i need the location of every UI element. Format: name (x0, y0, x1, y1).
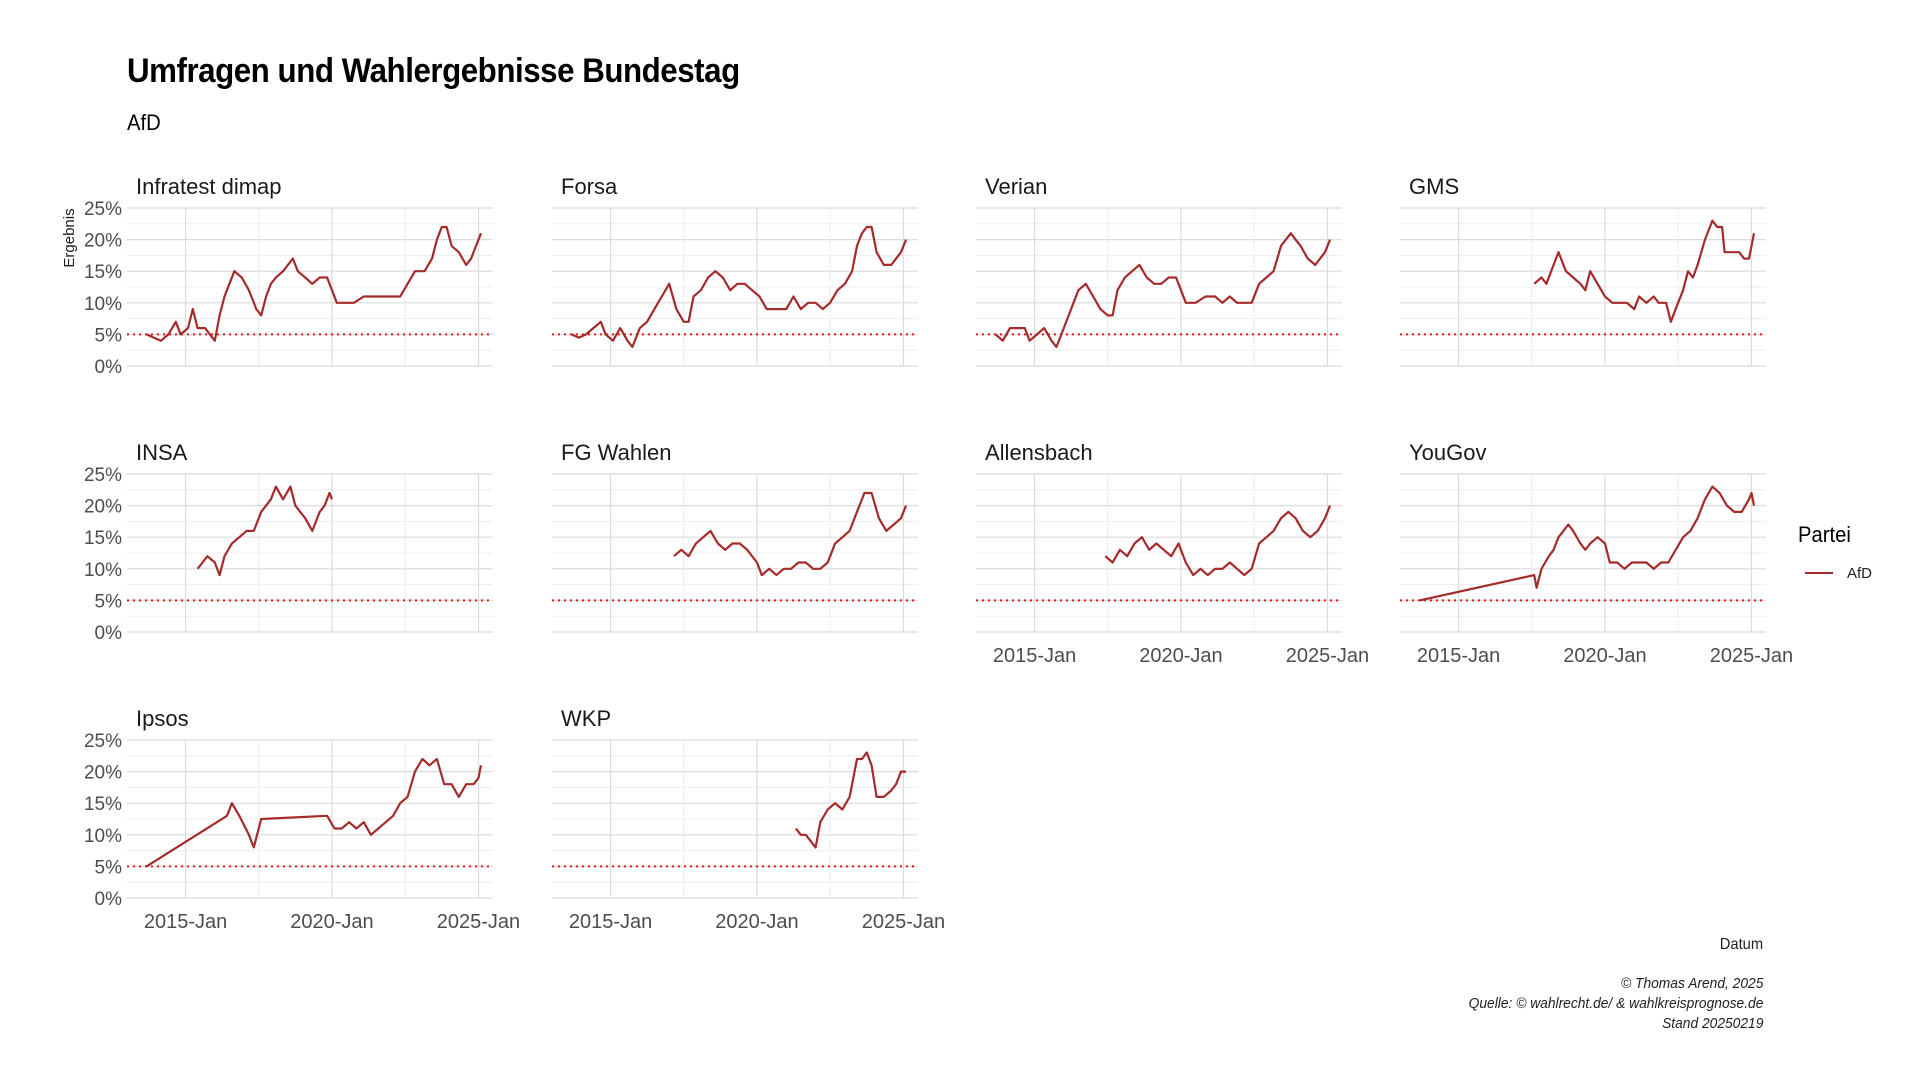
legend-item-afd: AfD (1805, 563, 1872, 583)
y-tick-label: 20% (84, 763, 122, 784)
series-line-insa (196, 485, 334, 577)
y-tick-label: 0% (95, 623, 123, 644)
x-tick-label: 2020-Jan (1563, 645, 1646, 667)
y-tick-label: 5% (95, 857, 123, 878)
y-tick-label: 15% (84, 262, 122, 283)
facet-label: Infratest dimap (136, 174, 282, 199)
facet-label: Ipsos (136, 706, 189, 731)
y-tick-label: 10% (84, 826, 122, 847)
facet-label: FG Wahlen (561, 440, 671, 465)
facet-label: INSA (136, 440, 188, 465)
panel-allensbach: 2015-Jan 2020-Jan 2025-Jan Allensbach (976, 440, 1369, 667)
series-line-wkp (795, 751, 906, 849)
panel-yougov: 2015-Jan 2020-Jan 2025-Jan YouGov (1400, 440, 1793, 667)
x-tick-label: 2015-Jan (993, 645, 1076, 667)
panel-gms: GMS (1400, 174, 1766, 367)
x-tick-label: 2015-Jan (144, 911, 227, 933)
x-tick-label: 2025-Jan (437, 911, 520, 933)
caption-date: Stand 20250219 (1661, 1015, 1763, 1032)
panel-forsa: Forsa (552, 174, 918, 367)
series-line-allensbach (1104, 505, 1332, 577)
facet-label: WKP (561, 706, 611, 731)
panel-ipsos: 0% 5% 10% 15% 20% 25% 2015-Jan 2020-Jan 2025-Jan… (84, 706, 520, 933)
panel-verian: Verian (976, 174, 1342, 367)
series-line-fg-wahlen (673, 491, 908, 577)
x-tick-label: 2025-Jan (1286, 645, 1369, 667)
facet-label: YouGov (1409, 440, 1486, 465)
facet-label: GMS (1409, 174, 1459, 199)
series-line-infratest-dimap (146, 225, 483, 342)
series-line-yougov (1419, 485, 1756, 602)
facet-label: Verian (985, 174, 1047, 199)
caption: © Thomas Arend, 2025 Quelle: © wahlrecht… (1468, 974, 1763, 1034)
caption-source: Quelle: © wahlrecht.de/ & wahlkreisprogn… (1468, 995, 1763, 1012)
y-axis-title: Ergebnis (61, 208, 78, 267)
series-line-gms (1533, 219, 1756, 323)
y-tick-label: 5% (95, 325, 123, 346)
x-tick-label: 2025-Jan (1710, 645, 1793, 667)
y-tick-label: 20% (84, 497, 122, 518)
y-tick-label: 20% (84, 231, 122, 252)
facet-label: Forsa (561, 174, 618, 199)
x-tick-label: 2020-Jan (1139, 645, 1222, 667)
y-tick-label: 15% (84, 528, 122, 549)
caption-author: © Thomas Arend, 2025 (1620, 975, 1763, 992)
facet-label: Allensbach (985, 440, 1093, 465)
series-line-ipsos (145, 757, 483, 868)
panel-fg-wahlen: FG Wahlen (552, 440, 918, 633)
panel-wkp: 2015-Jan 2020-Jan 2025-Jan WKP (552, 706, 945, 933)
y-tick-label: 15% (84, 794, 122, 815)
x-axis-title: Datum (1719, 936, 1763, 953)
x-tick-label: 2020-Jan (715, 911, 798, 933)
y-tick-label: 25% (84, 465, 122, 486)
y-tick-label: 25% (84, 731, 122, 752)
x-tick-label: 2015-Jan (1417, 645, 1500, 667)
panel-insa: 0% 5% 10% 15% 20% 25% INSA (84, 440, 493, 644)
y-tick-label: 0% (95, 357, 123, 378)
series-line-forsa (571, 225, 908, 349)
x-tick-label: 2025-Jan (862, 911, 945, 933)
y-tick-label: 10% (84, 560, 122, 581)
y-tick-label: 0% (95, 889, 123, 910)
legend-title: Partei (1798, 522, 1851, 547)
chart-subtitle: AfD (127, 110, 161, 135)
y-tick-label: 25% (84, 199, 122, 220)
x-tick-label: 2020-Jan (290, 911, 373, 933)
y-tick-label: 10% (84, 294, 122, 315)
chart-title: Umfragen und Wahlergebnisse Bundestag (127, 52, 740, 90)
x-tick-label: 2015-Jan (569, 911, 652, 933)
panel-infratest-dimap: 0% 5% 10% 15% 20% 25% Infratest dimap (84, 174, 493, 378)
series-line-verian (994, 232, 1332, 349)
y-tick-label: 5% (95, 591, 123, 612)
legend-key-line (1805, 572, 1833, 574)
legend-label: AfD (1847, 564, 1873, 582)
